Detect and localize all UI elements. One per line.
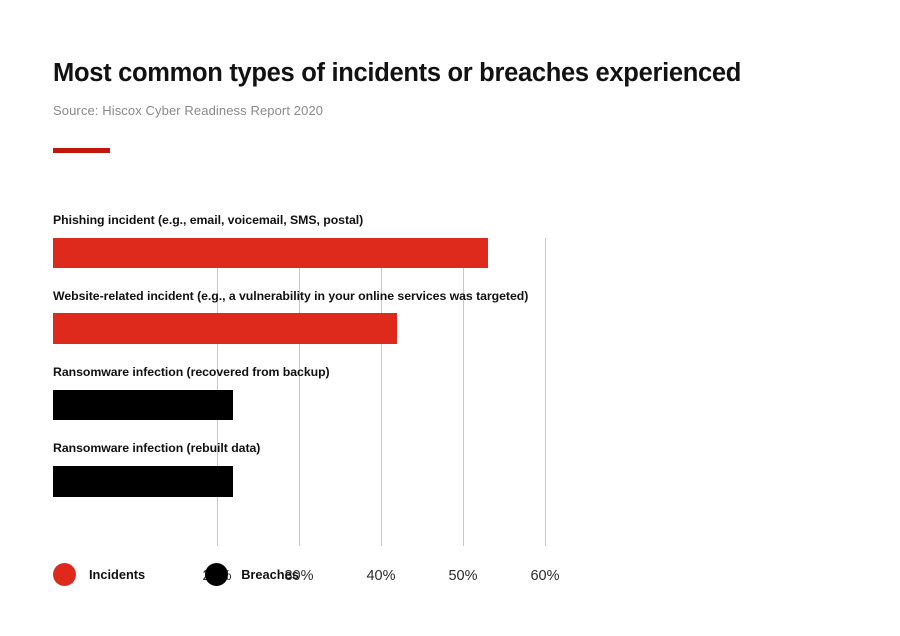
bar[interactable] [53, 466, 234, 497]
x-axis-tick-label: 30% [284, 568, 314, 584]
gridline [299, 238, 300, 546]
bar[interactable] [53, 238, 488, 268]
x-axis-tick-label: 50% [448, 568, 478, 584]
legend-item[interactable]: Incidents [53, 563, 145, 586]
bar-category-label: Ransomware infection (recovered from bac… [53, 365, 330, 379]
gridline [381, 238, 382, 546]
legend-item-label: Breaches [241, 567, 299, 582]
chart-source-caption: Source: Hiscox Cyber Readiness Report 20… [53, 103, 324, 118]
bar-category-label: Phishing incident (e.g., email, voicemai… [53, 213, 364, 227]
bar-category-label: Website-related incident (e.g., a vulner… [53, 289, 529, 303]
legend-item[interactable]: Breaches [205, 563, 299, 586]
chart-legend: Incidents Breaches [53, 563, 359, 586]
gridline [463, 238, 464, 546]
bar-category-label: Ransomware infection (rebuilt data) [53, 441, 261, 455]
circle-swatch-icon [205, 563, 229, 586]
gridline [545, 238, 546, 546]
accent-rule [53, 148, 110, 153]
circle-swatch-icon [53, 563, 76, 586]
bar[interactable] [53, 390, 234, 420]
x-axis-tick-label: 40% [366, 568, 396, 584]
legend-item-label: Incidents [89, 567, 146, 582]
x-axis-tick-label: 60% [530, 568, 560, 584]
bar[interactable] [53, 313, 398, 344]
page-title: Most common types of incidents or breach… [53, 59, 742, 87]
